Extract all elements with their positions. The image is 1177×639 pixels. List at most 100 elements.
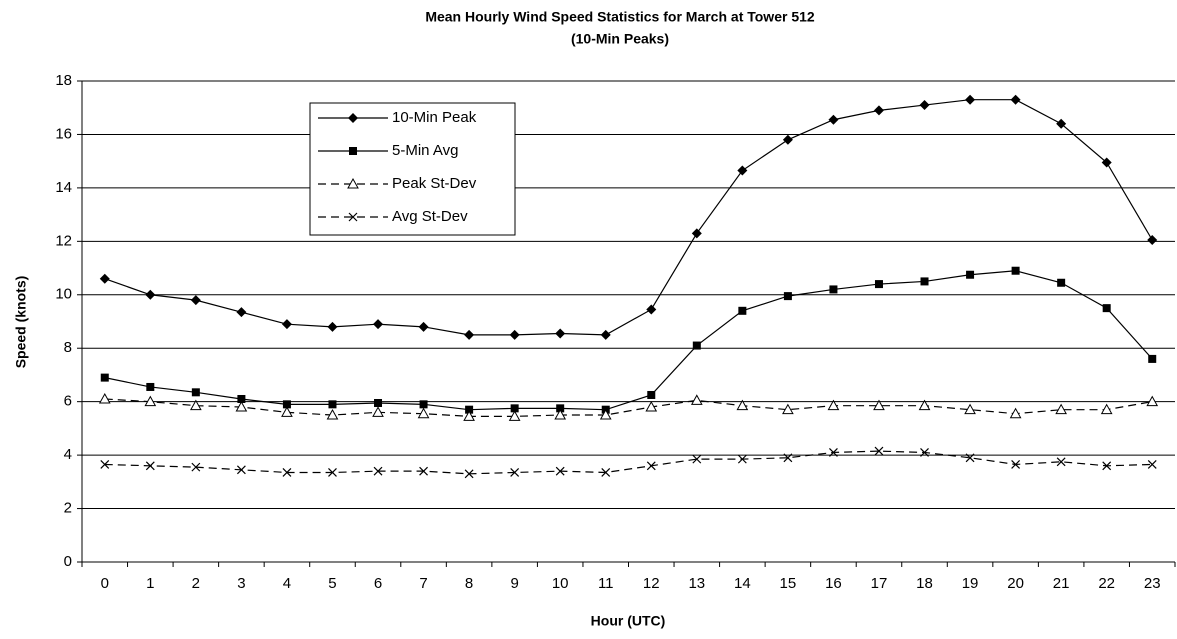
marker bbox=[509, 329, 520, 340]
marker bbox=[873, 399, 885, 411]
x-tick-label: 17 bbox=[871, 575, 888, 592]
marker bbox=[98, 392, 111, 404]
marker bbox=[235, 400, 248, 412]
marker bbox=[918, 399, 931, 411]
line bbox=[104, 398, 1153, 417]
legend-label: Avg St-Dev bbox=[392, 208, 468, 225]
legend-box bbox=[309, 102, 516, 236]
chart-title: Mean Hourly Wind Speed Statistics for Ma… bbox=[425, 9, 815, 25]
x-tick-label: 0 bbox=[101, 575, 109, 592]
marker bbox=[965, 94, 976, 105]
marker bbox=[1057, 278, 1066, 287]
marker bbox=[348, 212, 358, 222]
x-tick-label: 10 bbox=[552, 575, 569, 592]
x-tick-label: 19 bbox=[962, 575, 979, 592]
x-tick-label: 21 bbox=[1053, 575, 1070, 592]
marker bbox=[146, 382, 155, 391]
marker bbox=[555, 328, 566, 339]
line bbox=[104, 99, 1153, 336]
marker bbox=[690, 394, 703, 405]
x-tick-label: 11 bbox=[598, 575, 614, 592]
marker bbox=[419, 466, 428, 476]
marker bbox=[373, 466, 383, 476]
marker bbox=[191, 388, 200, 397]
marker bbox=[782, 403, 794, 415]
marker bbox=[601, 468, 611, 477]
marker bbox=[874, 446, 884, 456]
chart-subtitle: (10-Min Peaks) bbox=[571, 31, 669, 47]
marker bbox=[829, 448, 838, 457]
marker bbox=[1009, 407, 1022, 419]
marker bbox=[1102, 304, 1111, 313]
marker bbox=[349, 147, 357, 155]
marker bbox=[966, 270, 975, 279]
marker bbox=[418, 321, 429, 332]
marker bbox=[555, 466, 565, 476]
marker bbox=[783, 453, 793, 463]
marker bbox=[829, 285, 838, 294]
x-tick-label: 13 bbox=[688, 575, 705, 592]
marker bbox=[1010, 94, 1021, 105]
marker bbox=[920, 277, 929, 286]
marker bbox=[281, 319, 292, 330]
marker bbox=[964, 403, 976, 415]
marker bbox=[554, 408, 567, 420]
line bbox=[104, 270, 1153, 411]
marker bbox=[873, 105, 884, 116]
y-tick-label: 18 bbox=[55, 72, 72, 89]
y-tick-label: 10 bbox=[55, 286, 72, 303]
marker bbox=[1102, 461, 1112, 471]
marker bbox=[692, 454, 702, 464]
marker bbox=[145, 289, 156, 300]
marker bbox=[691, 228, 702, 239]
marker bbox=[646, 304, 657, 315]
marker bbox=[736, 399, 749, 411]
marker bbox=[237, 394, 246, 403]
marker bbox=[282, 400, 291, 409]
marker bbox=[1056, 118, 1067, 129]
marker bbox=[600, 329, 611, 340]
x-tick-label: 18 bbox=[916, 575, 933, 592]
marker bbox=[374, 399, 383, 408]
x-tick-label: 14 bbox=[734, 575, 751, 592]
marker bbox=[465, 405, 474, 414]
marker bbox=[463, 410, 475, 421]
x-tick-label: 15 bbox=[780, 575, 797, 592]
legend-label: Peak St-Dev bbox=[392, 175, 477, 192]
marker bbox=[1056, 457, 1066, 467]
marker bbox=[326, 408, 339, 420]
marker bbox=[190, 295, 201, 306]
marker bbox=[1011, 266, 1020, 275]
marker bbox=[191, 462, 201, 472]
marker bbox=[1147, 460, 1157, 469]
x-tick-label: 16 bbox=[825, 575, 842, 592]
marker bbox=[874, 280, 883, 289]
marker bbox=[464, 469, 474, 479]
marker bbox=[738, 306, 747, 315]
y-tick-label: 2 bbox=[64, 500, 72, 517]
marker bbox=[510, 404, 519, 413]
marker bbox=[1011, 460, 1021, 469]
marker bbox=[1101, 157, 1112, 168]
marker bbox=[145, 461, 155, 471]
marker bbox=[281, 406, 293, 417]
marker bbox=[920, 448, 929, 457]
marker bbox=[556, 404, 565, 413]
legend-label: 10-Min Peak bbox=[392, 109, 477, 126]
marker bbox=[236, 465, 246, 475]
x-tick-label: 4 bbox=[283, 575, 291, 592]
marker bbox=[692, 341, 701, 350]
marker bbox=[599, 408, 612, 420]
x-tick-label: 6 bbox=[374, 575, 382, 592]
marker bbox=[827, 399, 840, 411]
marker bbox=[236, 307, 247, 318]
x-tick-label: 22 bbox=[1098, 575, 1115, 592]
marker bbox=[100, 373, 109, 382]
marker bbox=[348, 113, 358, 123]
marker bbox=[919, 100, 930, 111]
marker bbox=[645, 400, 658, 412]
marker bbox=[965, 453, 975, 463]
x-tick-label: 8 bbox=[465, 575, 473, 592]
y-tick-label: 0 bbox=[64, 553, 72, 570]
